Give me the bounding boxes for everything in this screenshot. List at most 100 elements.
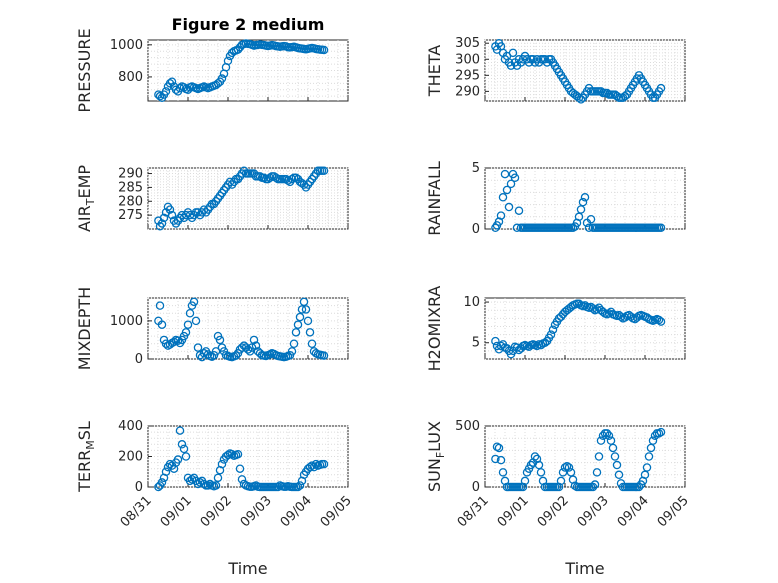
subplot-5: 0 1000 MIXDEPTH <box>75 287 349 370</box>
x-tick-label: 09/02 <box>198 493 235 530</box>
data-point <box>560 463 570 472</box>
data-point <box>498 468 508 477</box>
data-point <box>586 214 596 224</box>
data-point <box>213 473 223 483</box>
y-tick-label: 305 <box>455 36 480 51</box>
x-tick-label: 08/31 <box>455 493 492 530</box>
data-point <box>155 301 165 310</box>
data-point <box>642 463 652 472</box>
data-point <box>199 479 209 489</box>
data-point <box>496 211 506 220</box>
data-point <box>167 77 177 86</box>
data-point <box>570 481 580 491</box>
data-point <box>654 429 664 438</box>
y-tick-label: 300 <box>455 52 480 67</box>
y-axis-label: SUNFLUX <box>425 421 447 492</box>
data-point <box>588 304 598 313</box>
data-point <box>181 328 191 337</box>
data-point <box>181 452 191 461</box>
x-tick-label: 09/02 <box>535 493 572 530</box>
data-point <box>319 459 329 469</box>
figure-title: Figure 2 medium <box>172 15 325 34</box>
y-tick-label: 5 <box>472 161 480 176</box>
data-point <box>231 351 241 360</box>
data-point <box>189 297 199 307</box>
data-point <box>161 467 171 476</box>
data-point <box>167 210 177 220</box>
data-point <box>634 482 644 492</box>
data-point <box>504 202 514 212</box>
data-point <box>510 173 520 183</box>
data-point <box>287 347 297 356</box>
x-axis-label-left: Time <box>227 559 267 578</box>
data-point <box>530 452 540 461</box>
data-point <box>602 429 612 438</box>
data-point <box>311 459 321 469</box>
data-point <box>590 480 600 489</box>
data-point <box>183 320 193 329</box>
y-tick-label: 290 <box>118 167 143 182</box>
data-point <box>498 193 508 202</box>
y-tick-label: 0 <box>472 222 480 237</box>
data-point <box>514 206 524 215</box>
data-point <box>175 426 185 435</box>
data-point <box>578 197 588 207</box>
data-point <box>512 343 522 352</box>
data-point <box>251 341 261 350</box>
y-tick-label: 290 <box>455 84 480 99</box>
data-point <box>207 352 217 361</box>
data-point <box>303 316 313 326</box>
y-axis-label: H2OMIXRA <box>425 286 444 372</box>
data-point <box>187 475 197 484</box>
data-point <box>251 481 261 490</box>
data-point <box>173 455 183 464</box>
subplot-6: 5 10 H2OMIXRA <box>425 286 686 372</box>
y-axis-label: MIXDEPTH <box>75 287 94 370</box>
data-point <box>508 48 518 58</box>
x-tick-label: 09/04 <box>615 493 652 530</box>
data-point <box>656 317 666 326</box>
y-tick-label: 1000 <box>110 314 143 329</box>
data-point <box>307 339 317 348</box>
data-point <box>594 452 604 461</box>
data-point <box>520 476 530 486</box>
y-tick-label: 10 <box>463 295 480 310</box>
data-point <box>656 83 666 93</box>
data-point <box>155 91 165 101</box>
data-point <box>217 459 227 469</box>
data-point <box>179 444 189 454</box>
data-point <box>654 315 664 325</box>
data-point <box>243 345 253 354</box>
data-point <box>491 454 500 464</box>
data-point <box>247 343 257 352</box>
y-tick-label: 0 <box>135 480 143 495</box>
subplot-8: 0 500 SUNFLUX 08/31 09/01 09/02 09/03 09/04 09/0… <box>425 419 692 530</box>
x-tick-label: 09/01 <box>158 493 195 530</box>
data-point <box>612 460 622 470</box>
data-point <box>289 339 299 348</box>
data-point <box>299 297 309 307</box>
data-point <box>161 339 171 348</box>
data-point <box>295 312 305 322</box>
data-point <box>185 308 195 318</box>
y-tick-label: 5 <box>472 336 480 351</box>
data-point <box>159 213 169 223</box>
data-point <box>556 476 566 486</box>
y-tick-label: 500 <box>455 419 480 434</box>
y-axis-label: PRESSURE <box>75 28 94 112</box>
data-point <box>177 440 187 449</box>
data-point <box>502 185 512 195</box>
data-point <box>169 337 179 347</box>
data-point <box>223 450 233 460</box>
y-axis-label: AIRTEMP <box>75 165 97 232</box>
data-point <box>271 173 281 182</box>
data-point <box>319 351 329 360</box>
data-point <box>203 481 213 490</box>
data-point <box>616 312 626 321</box>
data-point <box>500 169 510 179</box>
data-point <box>612 91 622 101</box>
data-point <box>558 468 568 477</box>
data-point <box>610 452 620 461</box>
